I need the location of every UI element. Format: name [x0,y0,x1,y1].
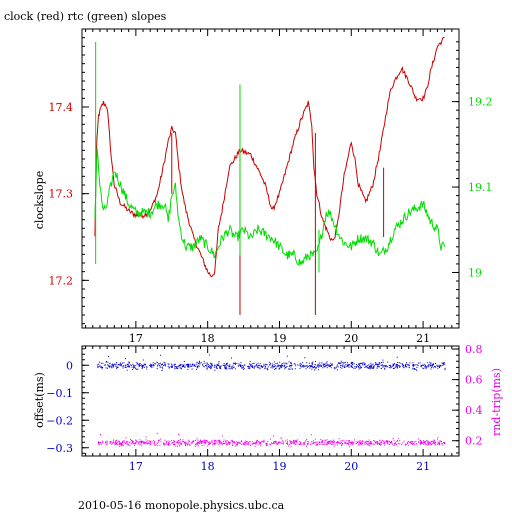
bottom-y-axis-label: offset(ms) [33,372,46,428]
y-tick-label: 17.3 [49,188,74,201]
y2-tick-label: 19.1 [468,181,493,194]
bottom-series-layer [96,354,446,448]
y-tick-label: 0 [66,359,73,372]
y-tick-label: −0.1 [46,387,73,400]
bottom-plot-frame [81,345,460,457]
bottom-axis-ticks [82,346,459,456]
rtc-series-line [94,147,446,266]
y-tick-label: 17.4 [49,101,74,114]
bottom-chart: 17 18 19 20 21 0 −0.1 −0.2 −0.3 0.2 0.4 0.6 0.8 offs… [33,343,503,473]
top-series-layer [94,36,446,315]
x-tick-label: 17 [129,460,143,473]
x-tick-label: 17 [129,332,143,345]
rnd-trip-scatter-points [97,432,446,448]
y2-tick-label: 0.8 [465,343,483,356]
y2-tick-label: 0.6 [465,374,483,387]
x-tick-label: 19 [272,460,286,473]
y2-tick-label: 19.2 [468,96,493,109]
top-axis-labels: 17 18 19 20 21 17.2 17.3 17.4 19 19.1 19.2 [49,96,493,345]
top-plot-frame [81,28,460,329]
x-tick-label: 19 [272,332,286,345]
y-tick-label: 17.2 [49,274,74,287]
x-tick-label: 18 [201,332,215,345]
bottom-y2-axis-label: rnd-trip(ms) [490,368,503,436]
y-tick-label: −0.3 [46,442,73,455]
chart-title: clock (red) rtc (green) slopes [4,10,167,23]
x-tick-label: 20 [344,332,358,345]
clock-series-line [94,36,445,278]
x-tick-label: 21 [416,332,430,345]
y2-tick-label: 0.2 [465,435,483,448]
x-tick-label: 20 [344,460,358,473]
offset-scatter-points [96,354,446,371]
top-axis-ticks [82,29,459,328]
y-tick-label: −0.2 [46,414,73,427]
bottom-axis-labels: 17 18 19 20 21 0 −0.1 −0.2 −0.3 0.2 0.4 0.6 0.8 [46,343,482,473]
top-y-axis-label: clockslope [33,171,46,229]
x-tick-label: 21 [416,460,430,473]
y2-tick-label: 19 [468,266,482,279]
y2-tick-label: 0.4 [465,404,483,417]
top-chart: 17 18 19 20 21 17.2 17.3 17.4 19 19.1 19.2 clocksl… [33,28,493,345]
x-tick-label: 18 [201,460,215,473]
footer-caption: 2010-05-16 monopole.physics.ubc.ca [78,499,285,512]
